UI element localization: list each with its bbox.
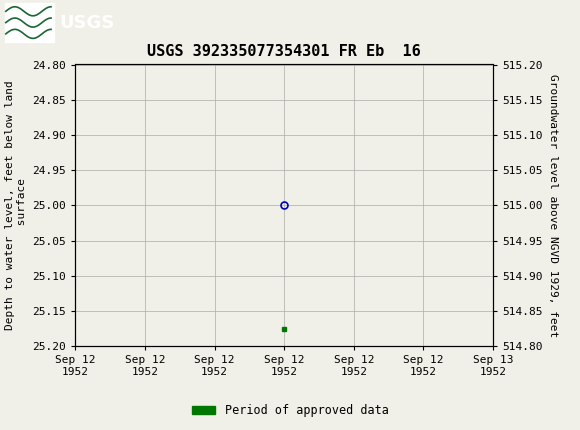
Legend: Period of approved data: Period of approved data xyxy=(187,399,393,422)
Bar xyxy=(5,3,54,43)
Text: USGS: USGS xyxy=(59,14,114,31)
Y-axis label: Groundwater level above NGVD 1929, feet: Groundwater level above NGVD 1929, feet xyxy=(548,74,558,337)
Y-axis label: Depth to water level, feet below land
 surface: Depth to water level, feet below land su… xyxy=(5,80,27,330)
Title: USGS 392335077354301 FR Eb  16: USGS 392335077354301 FR Eb 16 xyxy=(147,44,421,59)
